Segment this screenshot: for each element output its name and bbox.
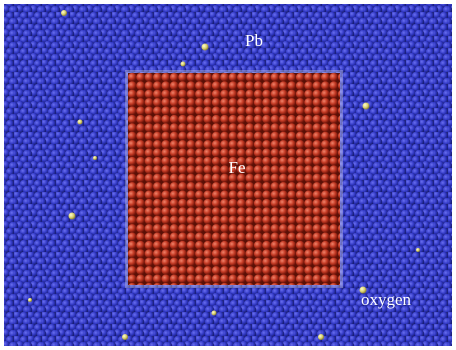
iron-label: Fe	[229, 158, 246, 177]
oxygen-atom	[61, 10, 67, 16]
oxygen-atom	[181, 62, 186, 67]
page: Pb Fe oxygen (() => { const data = JSON.…	[0, 0, 456, 350]
oxygen-atom	[363, 103, 370, 110]
oxygen-label: oxygen	[361, 290, 412, 309]
iron-crystal	[128, 73, 340, 285]
lead-label: Pb	[245, 31, 263, 50]
oxygen-atom	[28, 298, 32, 302]
oxygen-atom	[93, 156, 97, 160]
oxygen-atom	[202, 44, 209, 51]
oxygen-atom	[416, 248, 420, 252]
oxygen-atom	[69, 213, 76, 220]
oxygen-atom	[122, 334, 128, 340]
oxygen-atom	[318, 334, 324, 340]
oxygen-atom	[212, 311, 217, 316]
simulation-snapshot: Pb Fe oxygen	[0, 0, 456, 350]
oxygen-atom	[78, 120, 83, 125]
